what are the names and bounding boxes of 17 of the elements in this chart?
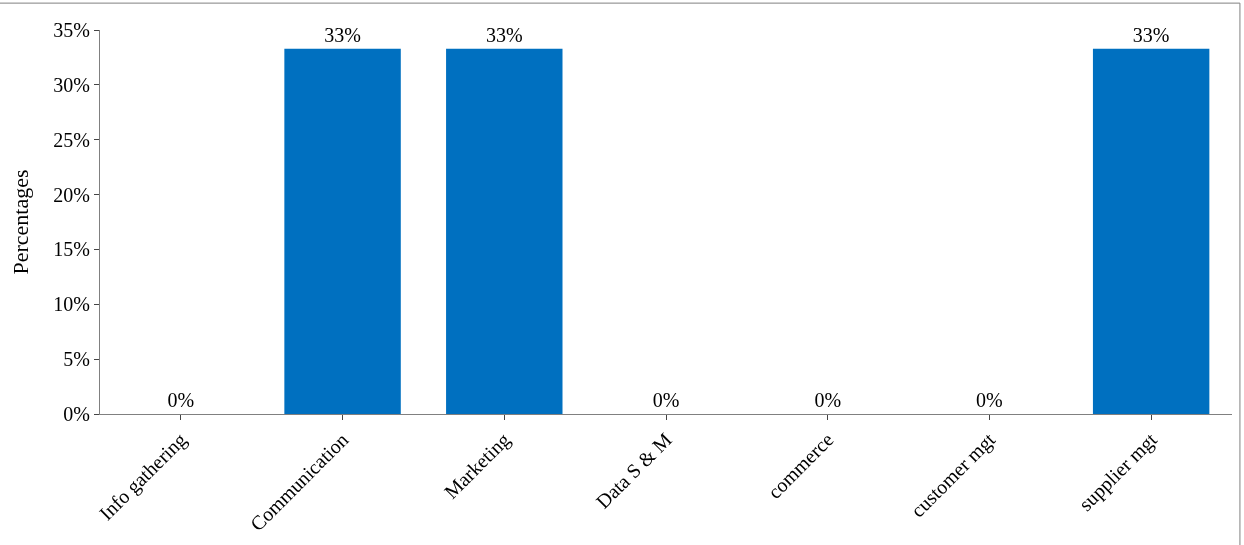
y-tick-label: 25%	[53, 128, 90, 151]
y-axis-title: Percentages	[8, 169, 34, 275]
y-tick-label: 20%	[53, 183, 90, 206]
y-tick-label: 15%	[53, 238, 90, 261]
y-tick-label: 5%	[63, 348, 90, 371]
y-tick-label: 35%	[53, 19, 90, 41]
x-tick-label: Data S & M	[591, 428, 677, 513]
data-label: 0%	[167, 389, 195, 411]
data-label: 0%	[652, 389, 680, 411]
y-tick-label: 10%	[53, 293, 90, 316]
data-label: 33%	[324, 23, 361, 46]
data-label: 0%	[976, 389, 1003, 411]
data-label: 33%	[1132, 23, 1170, 46]
data-label: 33%	[485, 23, 523, 46]
y-tick-label: 0%	[63, 403, 90, 425]
y-tick-label: 30%	[53, 73, 90, 96]
data-label: 0%	[814, 389, 842, 411]
